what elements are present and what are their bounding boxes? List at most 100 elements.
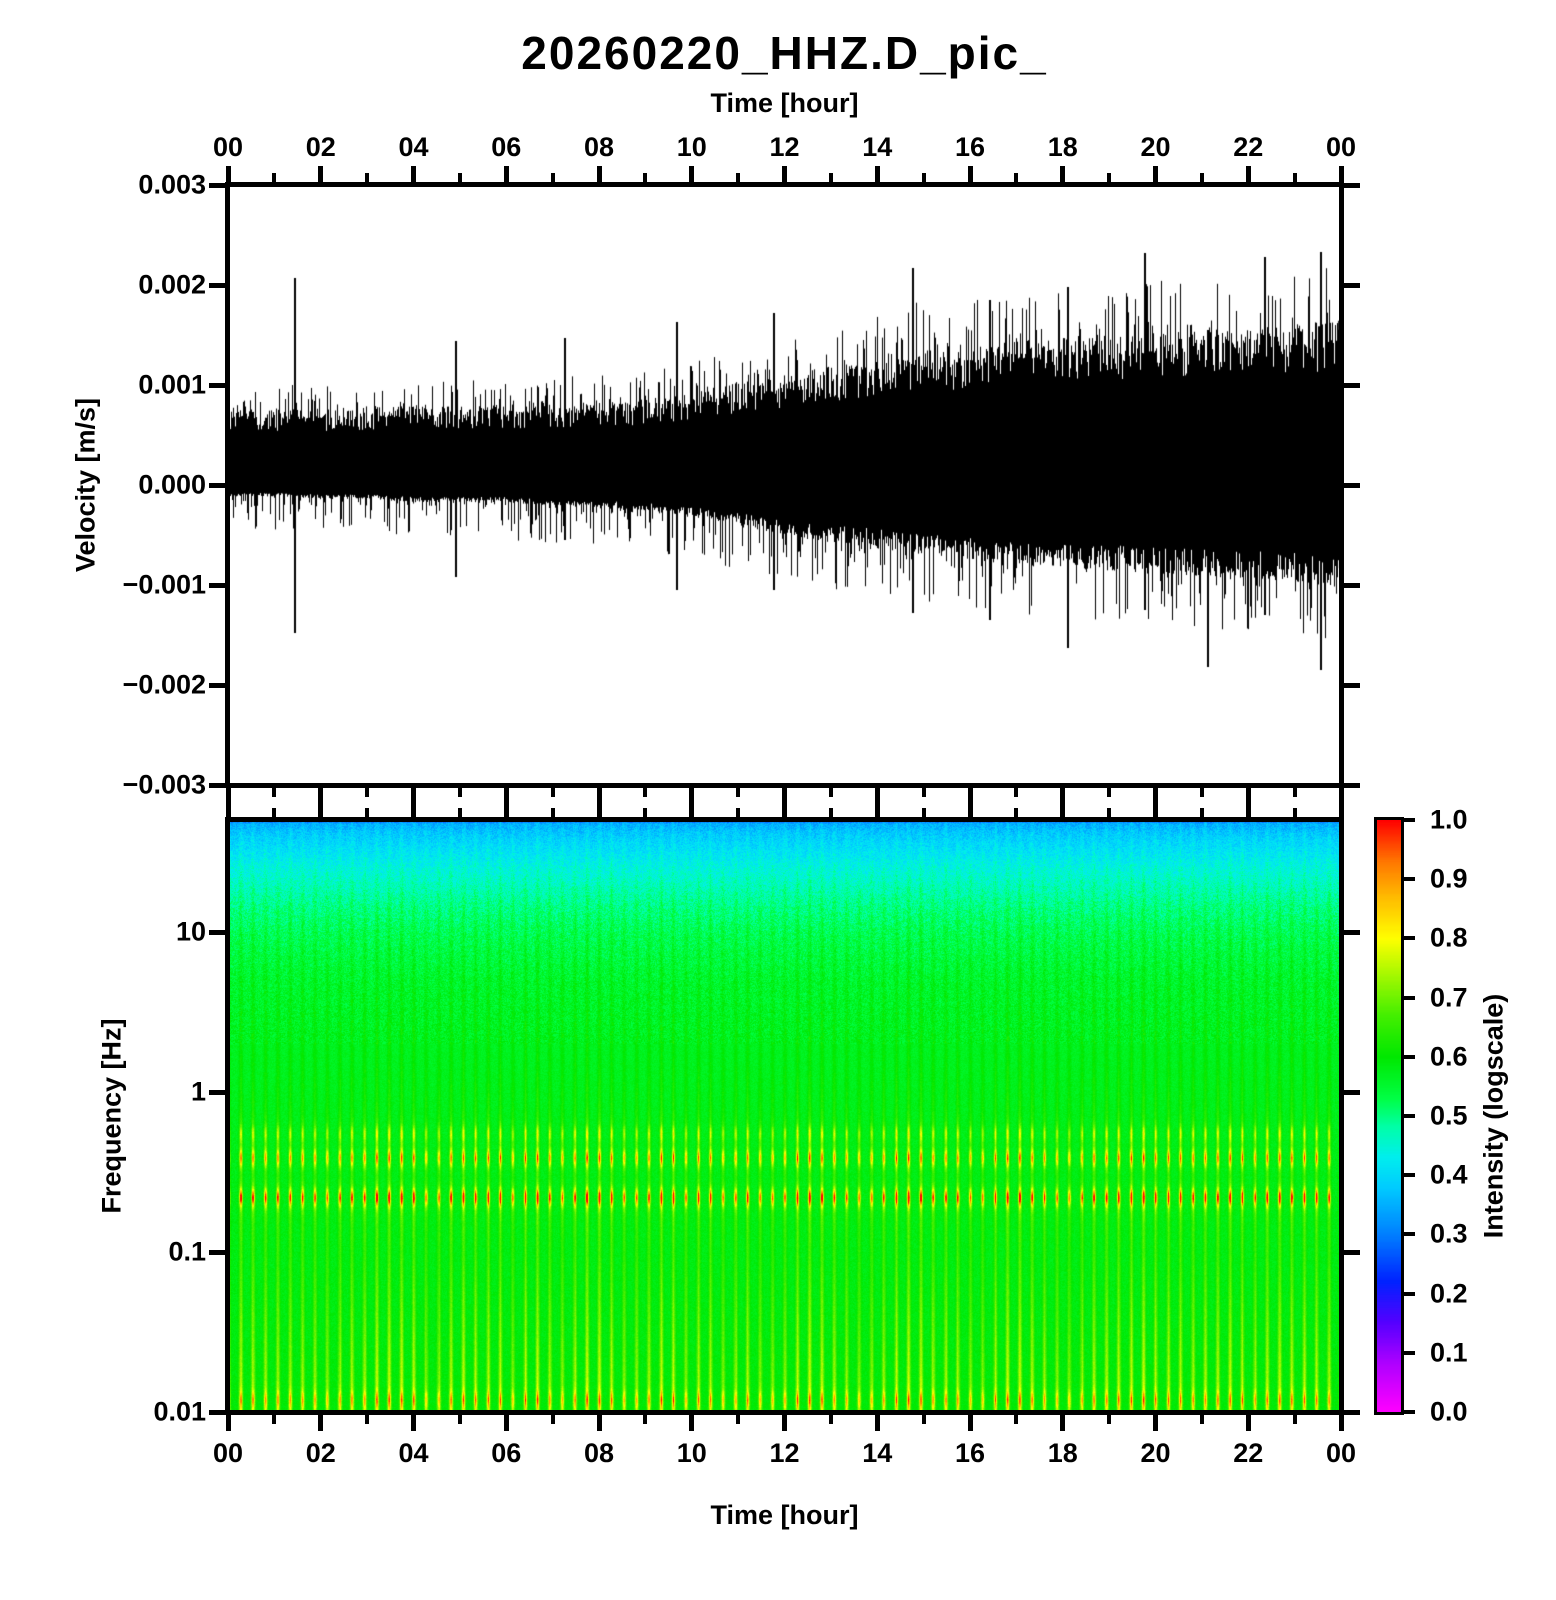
colorbar-gradient-canvas bbox=[1377, 820, 1401, 1412]
time-minor-tick bbox=[1199, 785, 1204, 797]
time-major-tick bbox=[689, 785, 695, 804]
time-major-tick bbox=[411, 166, 416, 185]
time-minor-tick bbox=[1292, 808, 1297, 820]
velocity-tick bbox=[1341, 682, 1360, 688]
time-major-tick bbox=[874, 801, 880, 820]
time-minor-tick bbox=[550, 173, 555, 185]
top-time-axis-label: Time [hour] bbox=[710, 88, 859, 118]
time-minor-tick bbox=[921, 1412, 926, 1424]
time-major-tick bbox=[1338, 166, 1344, 185]
colorbar-tick bbox=[1401, 818, 1415, 822]
colorbar-tick bbox=[1401, 877, 1415, 882]
time-minor-tick bbox=[1014, 808, 1019, 820]
time-minor-tick bbox=[828, 808, 833, 820]
frequency-tick-label: 10 bbox=[175, 916, 206, 947]
time-tick-label: 20 bbox=[1140, 1438, 1171, 1468]
time-major-tick bbox=[318, 166, 324, 185]
colorbar-tick-label: 0.5 bbox=[1430, 1100, 1468, 1131]
time-major-tick bbox=[225, 785, 231, 804]
velocity-tick bbox=[1341, 382, 1360, 388]
colorbar-tick bbox=[1401, 1232, 1415, 1237]
time-major-tick bbox=[503, 785, 509, 804]
time-tick-label: 06 bbox=[491, 132, 522, 162]
time-minor-tick bbox=[643, 173, 648, 185]
frequency-tick-label: 0.01 bbox=[153, 1396, 206, 1427]
time-tick-label: 02 bbox=[305, 1438, 336, 1468]
velocity-tick bbox=[209, 282, 228, 288]
frequency-tick bbox=[209, 1089, 228, 1095]
time-major-tick bbox=[503, 166, 509, 185]
time-tick-label: 04 bbox=[398, 132, 429, 162]
time-minor-tick bbox=[1292, 1412, 1297, 1424]
time-minor-tick bbox=[1199, 808, 1204, 820]
colorbar-tick bbox=[1401, 1410, 1415, 1414]
time-tick-label: 00 bbox=[1325, 132, 1357, 162]
time-minor-tick bbox=[550, 1412, 555, 1424]
time-tick-label: 04 bbox=[398, 1438, 429, 1468]
time-minor-tick bbox=[1014, 173, 1019, 185]
time-major-tick bbox=[967, 785, 973, 804]
time-major-tick bbox=[1245, 801, 1251, 820]
time-major-tick bbox=[318, 1412, 324, 1431]
colorbar-tick-label: 0.9 bbox=[1430, 863, 1468, 894]
time-major-tick bbox=[1153, 166, 1158, 185]
velocity-tick-label: −0.003 bbox=[122, 769, 206, 800]
colorbar-tick-label: 0.2 bbox=[1430, 1278, 1468, 1309]
time-tick-label: 08 bbox=[583, 1438, 615, 1468]
time-major-tick bbox=[874, 166, 880, 185]
time-minor-tick bbox=[736, 808, 741, 820]
frequency-tick-label: 0.1 bbox=[168, 1236, 206, 1267]
time-tick-label: 06 bbox=[491, 1438, 522, 1468]
time-minor-tick bbox=[550, 785, 555, 797]
time-tick-label: 12 bbox=[769, 132, 800, 162]
frequency-tick-label: 1 bbox=[190, 1076, 206, 1107]
time-major-tick bbox=[1153, 1412, 1158, 1431]
time-minor-tick bbox=[272, 808, 277, 820]
time-minor-tick bbox=[643, 785, 648, 797]
time-minor-tick bbox=[1107, 1412, 1112, 1424]
frequency-tick bbox=[209, 929, 228, 935]
time-major-tick bbox=[1060, 166, 1066, 185]
colorbar-tick-label: 0.4 bbox=[1430, 1159, 1468, 1190]
time-tick-label: 18 bbox=[1047, 1438, 1078, 1468]
velocity-tick bbox=[1341, 482, 1360, 488]
time-major-tick bbox=[1060, 785, 1066, 804]
velocity-tick-label: −0.001 bbox=[122, 569, 206, 600]
time-tick-label: 12 bbox=[769, 1438, 800, 1468]
velocity-tick bbox=[1341, 782, 1360, 788]
time-major-tick bbox=[411, 785, 416, 804]
time-tick-label: 22 bbox=[1233, 1438, 1264, 1468]
time-minor-tick bbox=[550, 808, 555, 820]
time-minor-tick bbox=[828, 173, 833, 185]
velocity-tick bbox=[209, 782, 228, 788]
colorbar-tick bbox=[1401, 1350, 1415, 1355]
frequency-tick bbox=[1341, 929, 1360, 935]
figure-title: 20260220_HHZ.D_pic_ bbox=[521, 27, 1048, 79]
frequency-tick bbox=[1341, 1089, 1360, 1095]
colorbar-tick bbox=[1401, 995, 1415, 1000]
time-tick-label: 14 bbox=[862, 1438, 893, 1468]
time-major-tick bbox=[225, 1412, 231, 1431]
colorbar-tick-label: 1.0 bbox=[1430, 804, 1468, 835]
bottom-time-axis-label: Time [hour] bbox=[710, 1500, 859, 1530]
time-major-tick bbox=[596, 785, 602, 804]
velocity-axis-label: Velocity [m/s] bbox=[70, 397, 101, 573]
time-major-tick bbox=[1060, 801, 1066, 820]
time-tick-label: 18 bbox=[1047, 132, 1078, 162]
time-major-tick bbox=[967, 166, 973, 185]
frequency-tick bbox=[209, 1409, 228, 1415]
time-tick-label: 10 bbox=[676, 1438, 707, 1468]
time-minor-tick bbox=[272, 785, 277, 797]
time-tick-label: 14 bbox=[862, 132, 893, 162]
time-minor-tick bbox=[365, 808, 370, 820]
colorbar-tick bbox=[1401, 1114, 1415, 1118]
time-tick-label: 22 bbox=[1233, 132, 1264, 162]
time-minor-tick bbox=[365, 1412, 370, 1424]
velocity-tick bbox=[209, 682, 228, 688]
time-minor-tick bbox=[1014, 1412, 1019, 1424]
time-minor-tick bbox=[1014, 785, 1019, 797]
time-major-tick bbox=[596, 1412, 602, 1431]
time-major-tick bbox=[967, 1412, 973, 1431]
velocity-tick bbox=[209, 382, 228, 388]
